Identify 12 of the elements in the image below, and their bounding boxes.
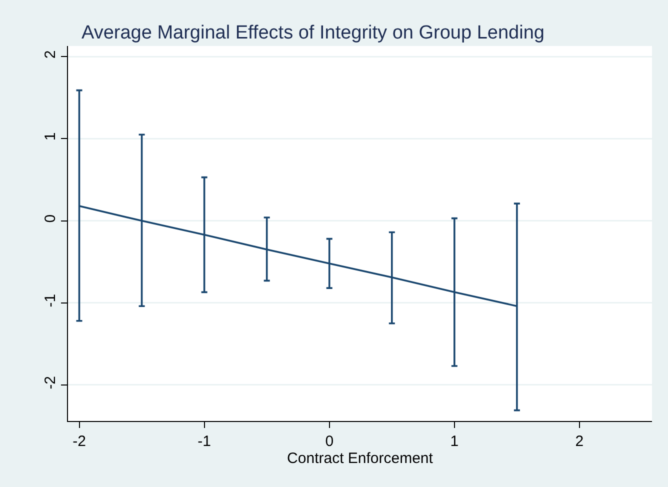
- x-axis-title: Contract Enforcement: [287, 450, 434, 467]
- y-tick-label: 0: [42, 214, 59, 223]
- chart-title: Average Marginal Effects of Integrity on Group Lending: [81, 22, 544, 44]
- x-tick-label: 0: [325, 433, 334, 450]
- y-tick-label: -1: [42, 294, 59, 308]
- y-tick-label: -2: [42, 376, 59, 390]
- x-tick-label: -2: [72, 433, 86, 450]
- y-tick-label: 1: [42, 132, 59, 141]
- x-tick-label: 2: [575, 433, 584, 450]
- x-tick-label: 1: [450, 433, 459, 450]
- y-tick-label: 2: [42, 50, 59, 59]
- x-tick-label: -1: [198, 433, 211, 450]
